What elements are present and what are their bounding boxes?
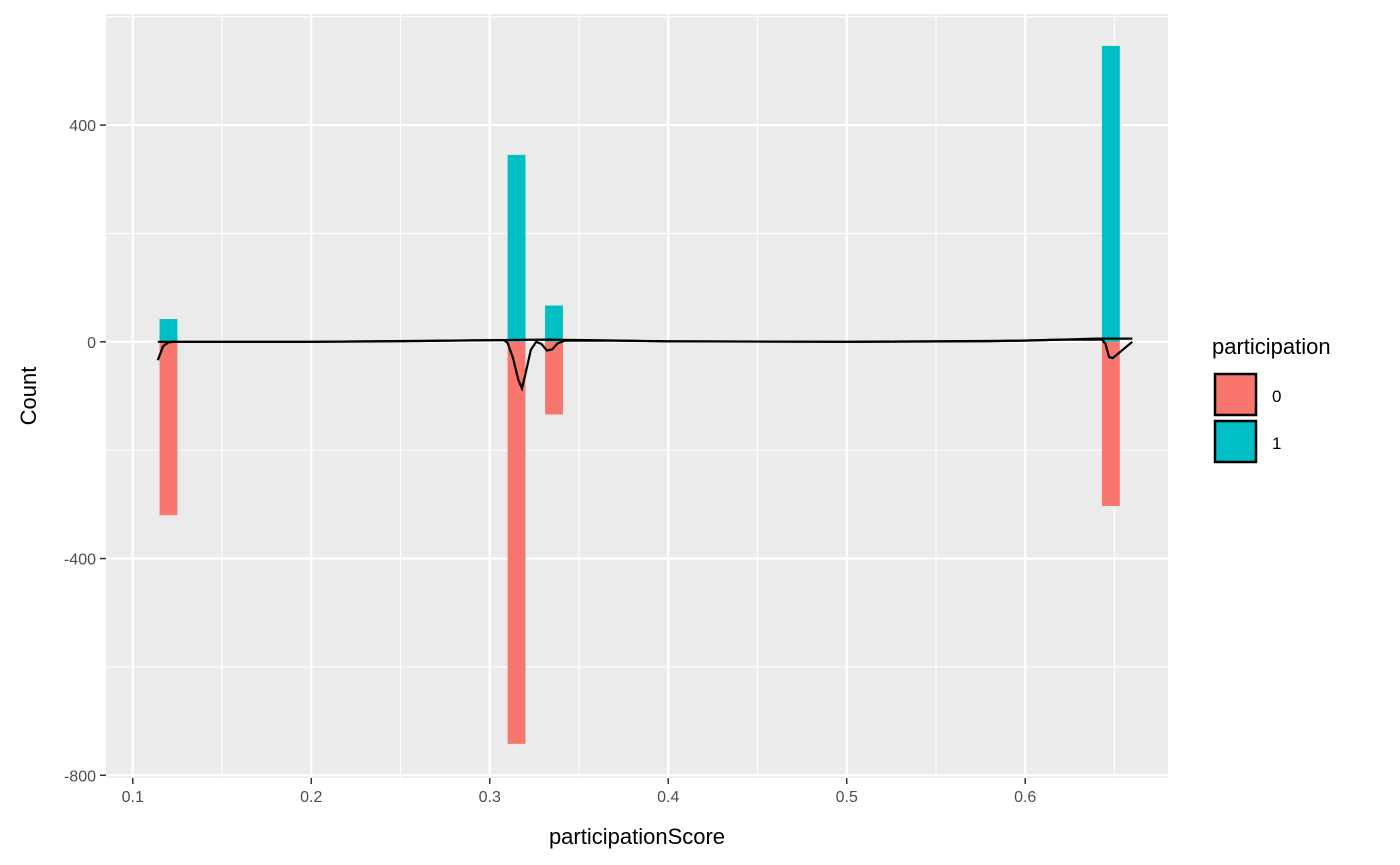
legend: participation 0 1 bbox=[1212, 334, 1331, 464]
x-tick-label: 0.5 bbox=[836, 789, 858, 806]
bars bbox=[159, 45, 1120, 744]
y-axis: -800 -400 0 400 bbox=[64, 118, 106, 785]
bar-participation-1 bbox=[159, 319, 178, 342]
y-axis-title: Count bbox=[16, 367, 41, 426]
legend-key-0 bbox=[1213, 372, 1258, 417]
bar-participation-1 bbox=[545, 305, 563, 342]
bar-participation-1 bbox=[507, 154, 526, 342]
bar-participation-0 bbox=[159, 341, 178, 516]
density-line-lower bbox=[156, 338, 1134, 392]
bar-participation-0 bbox=[507, 341, 526, 744]
bar-participation-0 bbox=[1101, 341, 1120, 506]
x-axis-title: participationScore bbox=[549, 824, 725, 849]
x-tick-label: 0.3 bbox=[479, 789, 501, 806]
y-tick-label: -400 bbox=[64, 552, 96, 569]
bar-participation-0 bbox=[545, 341, 563, 415]
x-tick-label: 0.6 bbox=[1014, 789, 1036, 806]
x-axis: 0.1 0.2 0.3 0.4 0.5 0.6 bbox=[122, 778, 1036, 806]
plot-background bbox=[106, 14, 1168, 778]
y-tick-label: 400 bbox=[69, 118, 96, 135]
x-tick-label: 0.1 bbox=[122, 789, 144, 806]
x-tick-label: 0.2 bbox=[300, 789, 322, 806]
y-tick-label: -800 bbox=[64, 768, 96, 785]
legend-label-1: 1 bbox=[1272, 434, 1281, 453]
legend-label-0: 0 bbox=[1272, 387, 1281, 406]
legend-title: participation bbox=[1212, 334, 1331, 359]
density-lines bbox=[156, 337, 1134, 392]
bar-participation-1 bbox=[1101, 45, 1120, 342]
x-tick-label: 0.4 bbox=[657, 789, 679, 806]
legend-key-1 bbox=[1213, 419, 1258, 464]
y-tick-label: 0 bbox=[87, 335, 96, 352]
